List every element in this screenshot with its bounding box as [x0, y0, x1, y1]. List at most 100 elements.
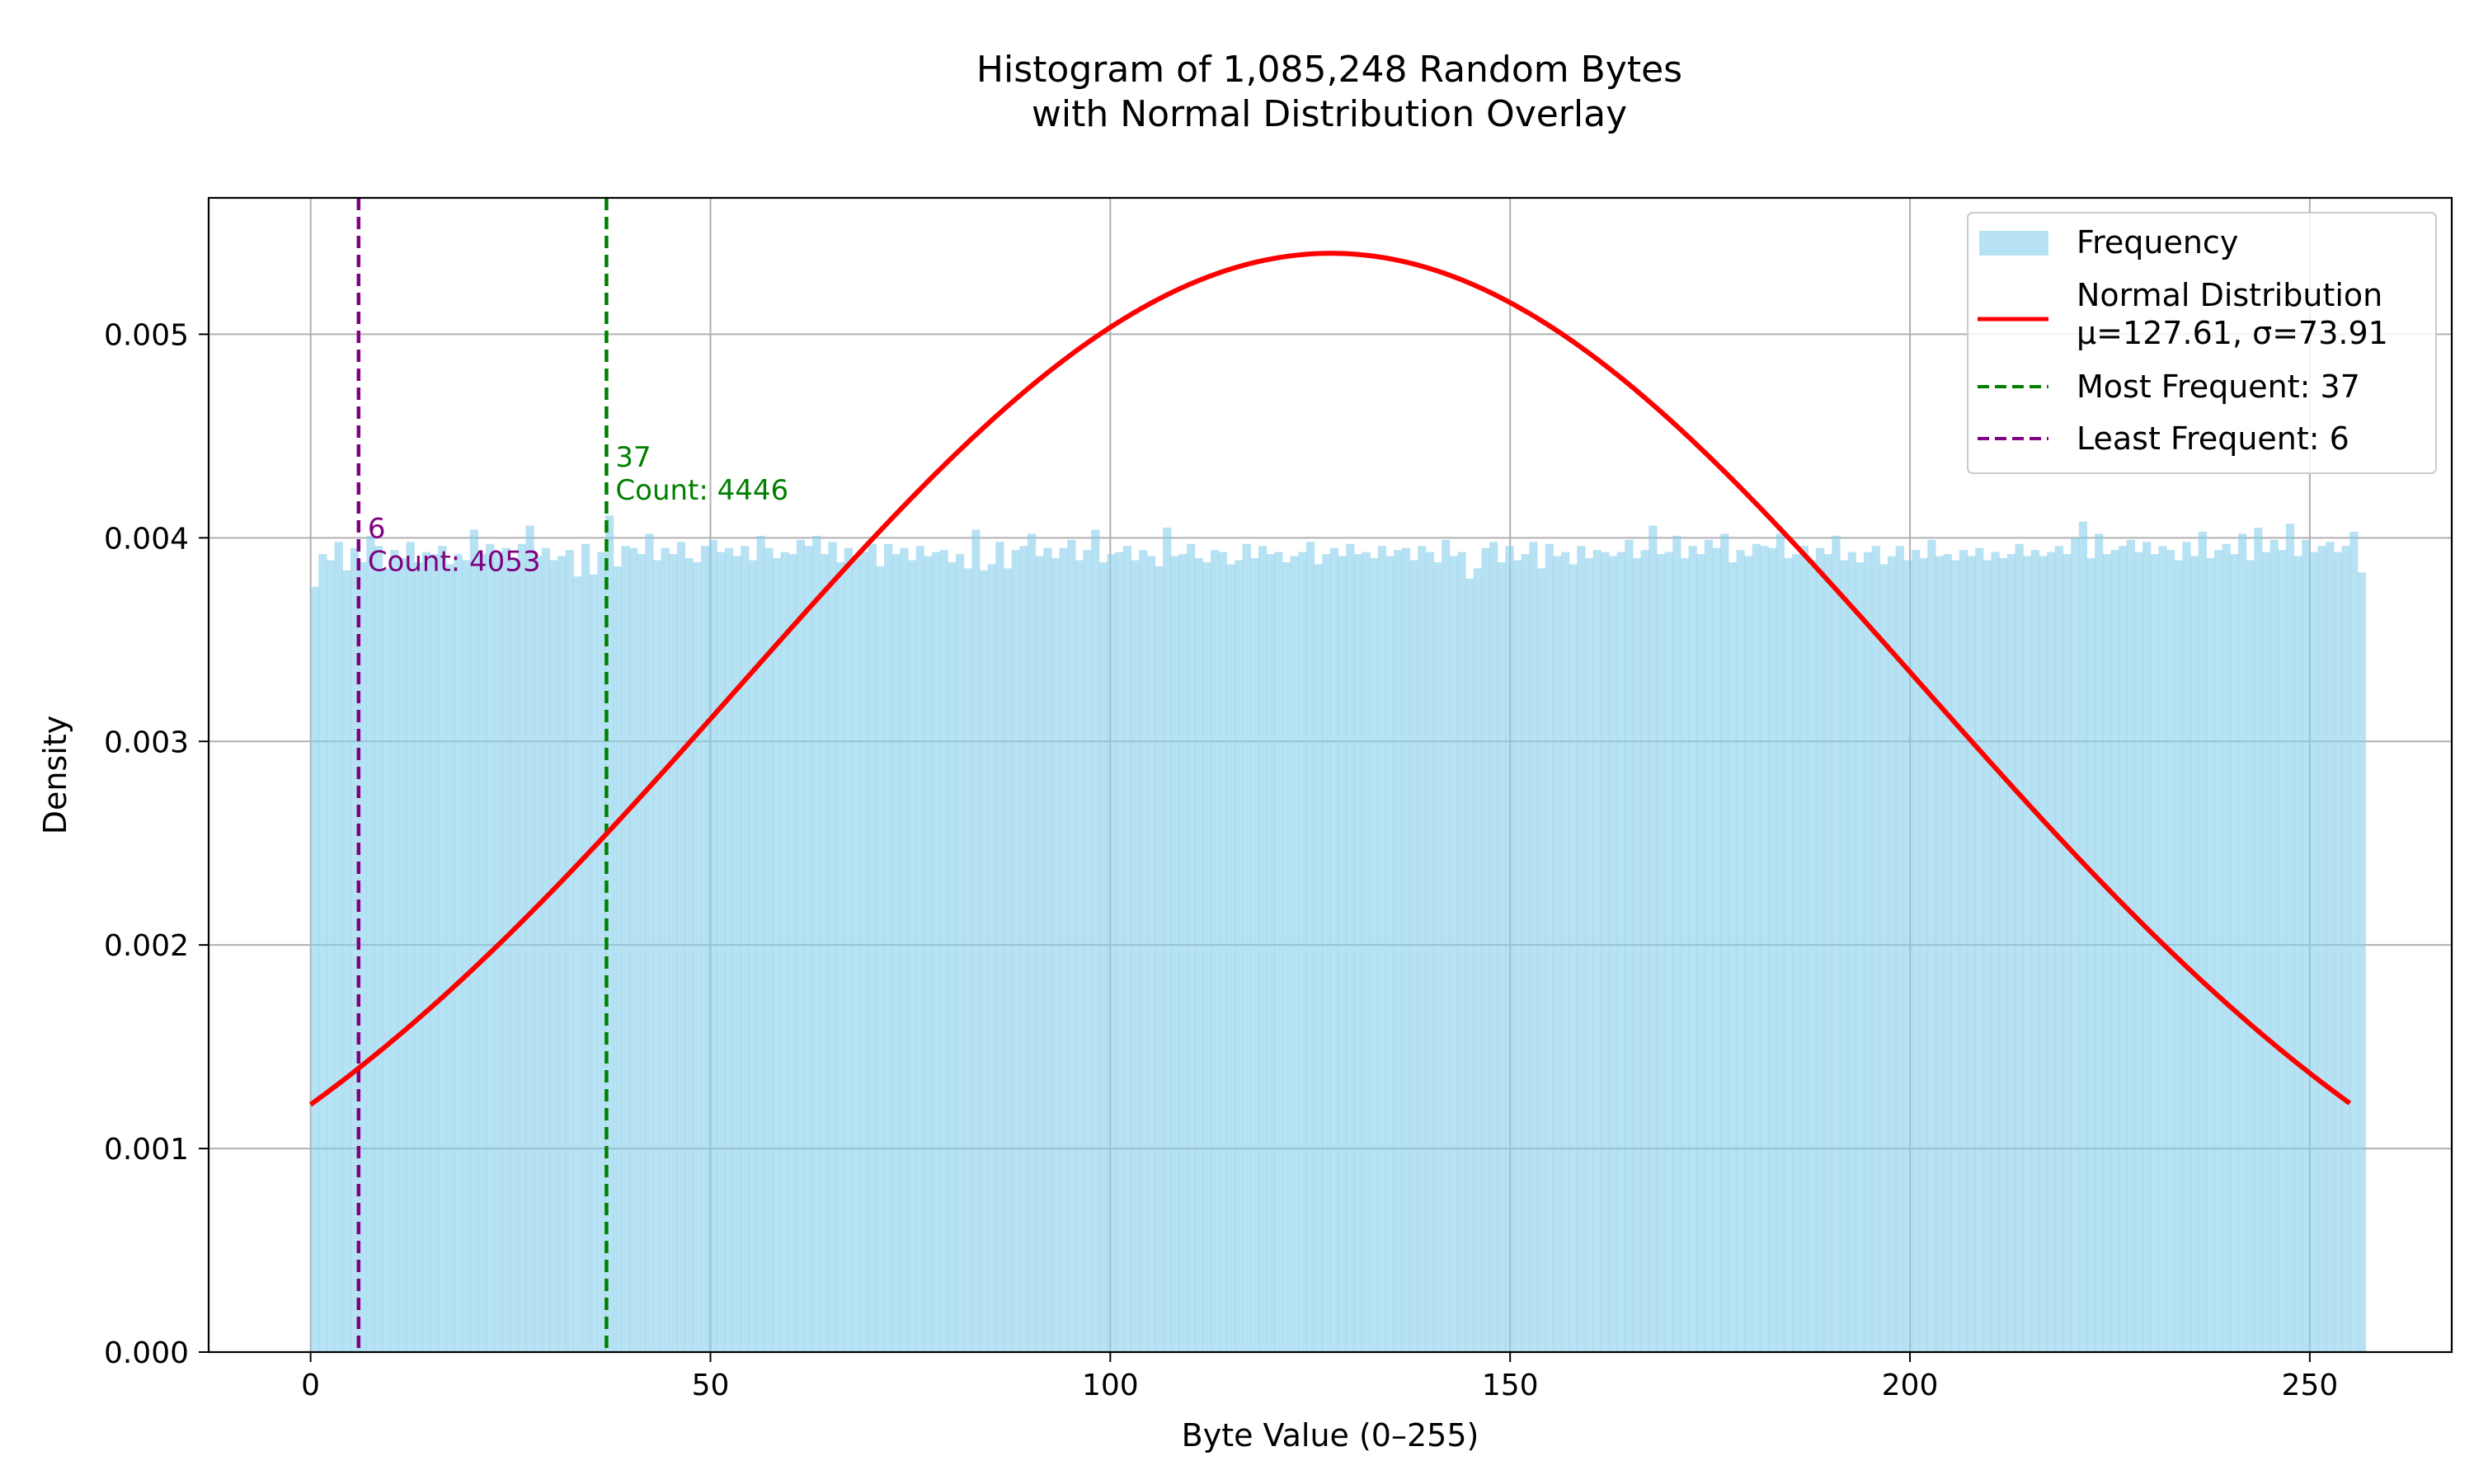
- histogram-bar: [915, 546, 924, 1352]
- x-tick-label: 150: [1482, 1369, 1539, 1402]
- histogram-bar: [1425, 552, 1435, 1352]
- histogram-bar: [589, 574, 598, 1352]
- histogram-bar: [1616, 552, 1625, 1352]
- y-tick-label: 0.005: [104, 318, 189, 352]
- histogram-bar: [2293, 556, 2302, 1352]
- histogram-bar: [645, 533, 654, 1352]
- histogram-bar: [1418, 546, 1427, 1352]
- histogram-bar: [1035, 556, 1044, 1352]
- histogram-bar: [1473, 568, 1482, 1352]
- histogram-bar: [445, 564, 455, 1352]
- histogram-bar: [517, 543, 527, 1352]
- histogram-bar: [2078, 521, 2088, 1352]
- legend-most-frequent-label: Most Frequent: 37: [2077, 369, 2360, 405]
- histogram-bar: [1601, 552, 1610, 1352]
- histogram-bar: [1194, 558, 1203, 1352]
- y-tick-label: 0.001: [104, 1133, 189, 1167]
- histogram-bar: [2246, 560, 2255, 1352]
- chart-title-line2: with Normal Distribution Overlay: [1032, 93, 1627, 135]
- histogram-bar: [2110, 550, 2119, 1352]
- histogram-bar: [2142, 542, 2152, 1352]
- histogram-bar: [1370, 558, 1379, 1352]
- histogram-bar: [342, 570, 351, 1352]
- histogram-bar: [1569, 564, 1578, 1352]
- histogram-bar: [1982, 560, 1992, 1352]
- x-tick-label: 200: [1882, 1369, 1939, 1402]
- histogram-bar: [1911, 550, 1921, 1352]
- histogram-bar: [1680, 558, 1690, 1352]
- histogram-bar: [1943, 554, 1952, 1352]
- histogram-bar: [486, 543, 495, 1352]
- histogram-bar: [717, 552, 726, 1352]
- x-tick-label: 250: [2282, 1369, 2339, 1402]
- histogram-bar: [1560, 552, 1570, 1352]
- histogram-bar: [1584, 558, 1594, 1352]
- histogram-bar: [2039, 556, 2048, 1352]
- histogram-bar: [796, 539, 806, 1352]
- histogram-bar: [310, 586, 319, 1352]
- histogram-bar: [820, 554, 830, 1352]
- histogram-bar: [1529, 542, 1538, 1352]
- histogram-bar: [1903, 560, 1912, 1352]
- histogram-bar: [1919, 558, 1928, 1352]
- histogram-bar: [1211, 550, 1220, 1352]
- histogram-bar: [1481, 547, 1490, 1352]
- histogram-bar: [613, 566, 622, 1352]
- most-frequent-count-label: Count: 4446: [615, 474, 788, 507]
- histogram-bar: [581, 543, 590, 1352]
- histogram-bar: [693, 561, 702, 1352]
- histogram-bar: [374, 546, 383, 1352]
- histogram-bar: [1465, 578, 1475, 1352]
- normal-curve: [308, 251, 2352, 1107]
- histogram-bar: [430, 554, 439, 1352]
- histogram-bar: [1139, 550, 1148, 1352]
- histogram-bar: [1632, 558, 1642, 1352]
- histogram-bar: [1656, 554, 1666, 1352]
- histogram-bar: [1577, 546, 1586, 1352]
- histogram-bar: [477, 554, 487, 1352]
- histogram-bar: [2349, 531, 2359, 1352]
- histogram-bar: [1163, 528, 1172, 1352]
- histogram-bar: [414, 561, 423, 1352]
- x-tick-label: 0: [301, 1369, 320, 1402]
- histogram-bar: [2198, 531, 2207, 1352]
- marker-lines: [356, 198, 609, 1352]
- histogram-bar: [860, 552, 869, 1352]
- histogram-bar: [1122, 546, 1132, 1352]
- histogram-bar: [390, 550, 399, 1352]
- histogram-bar: [1489, 542, 1498, 1352]
- histogram-bar: [1305, 542, 1315, 1352]
- legend: Frequency Normal Distribution μ=127.61, …: [1967, 212, 2437, 474]
- y-tick-label: 0.003: [104, 726, 189, 759]
- histogram-bar: [1170, 556, 1179, 1352]
- x-tick-label: 100: [1082, 1369, 1139, 1402]
- histogram-bar: [836, 561, 845, 1352]
- histogram-bar: [908, 560, 917, 1352]
- histogram-bar: [557, 556, 567, 1352]
- histogram-bar: [1720, 533, 1729, 1352]
- histogram-bar: [1202, 561, 1211, 1352]
- histogram-bar: [1816, 547, 1825, 1352]
- histogram-bar: [995, 542, 1004, 1352]
- histogram-bar: [2095, 533, 2104, 1352]
- histogram-bar: [1608, 556, 1618, 1352]
- histogram-bar: [1688, 546, 1697, 1352]
- histogram-bar: [1250, 558, 1259, 1352]
- histogram-bar: [1353, 554, 1363, 1352]
- histogram-bar: [1712, 547, 1721, 1352]
- histogram-bar: [621, 546, 630, 1352]
- histogram-bar: [1011, 550, 1020, 1352]
- histogram-bar: [2254, 528, 2263, 1352]
- histogram-bar: [2309, 552, 2319, 1352]
- axis-ticks: 0 50 100 150 200 250 0.000 0.001 0.002 0.003 0.004…: [104, 318, 2338, 1402]
- histogram-bar: [661, 547, 670, 1352]
- histogram-bar: [1051, 558, 1061, 1352]
- histogram-bar: [1704, 539, 1714, 1352]
- histogram-bar: [676, 542, 686, 1352]
- histogram-bar: [2237, 533, 2247, 1352]
- histogram-bar: [565, 550, 574, 1352]
- histogram-bar: [358, 561, 367, 1352]
- y-axis-label: Density: [37, 716, 73, 834]
- x-tick-label: 50: [692, 1369, 730, 1402]
- histogram-bar: [708, 539, 717, 1352]
